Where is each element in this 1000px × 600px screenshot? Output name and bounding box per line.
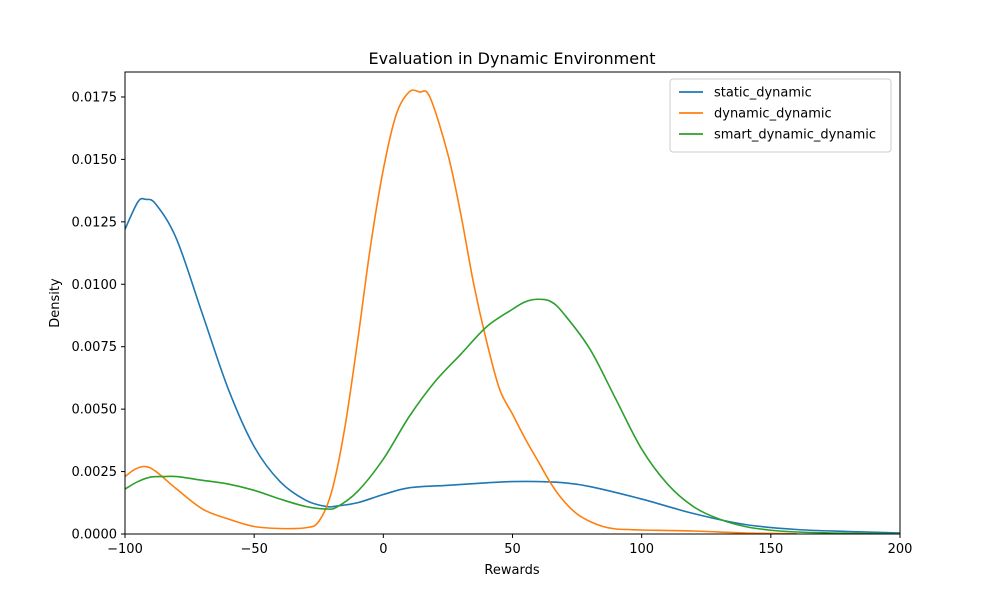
y-tick-label: 0.0150 <box>72 153 118 168</box>
x-tick-label: −50 <box>240 542 267 557</box>
x-tick-label: 50 <box>504 542 521 557</box>
y-tick-label: 0.0025 <box>72 465 118 480</box>
y-tick-label: 0.0175 <box>72 90 118 105</box>
legend-label-smart_dynamic_dynamic: smart_dynamic_dynamic <box>714 128 876 143</box>
x-axis-label: Rewards <box>484 563 539 578</box>
series-line-smart_dynamic_dynamic <box>125 298 900 534</box>
series-line-static_dynamic <box>125 197 900 534</box>
legend: static_dynamic dynamic_dynamic smart_dynam… <box>669 78 892 153</box>
x-tick-label: −100 <box>107 542 143 557</box>
x-tick-label: 0 <box>379 542 387 557</box>
y-tick-label: 0.0125 <box>72 215 118 230</box>
x-tick-label: 150 <box>758 542 783 557</box>
x-axis-ticks: −100 −50 0 50 100 150 200 <box>107 534 912 557</box>
series-line-dynamic_dynamic <box>125 89 797 534</box>
y-tick-label: 0.0075 <box>72 340 118 355</box>
y-tick-label: 0.0050 <box>72 403 118 418</box>
y-axis-label: Density <box>48 278 63 328</box>
legend-label-dynamic_dynamic: dynamic_dynamic <box>714 107 832 122</box>
legend-box <box>669 78 892 153</box>
legend-label-static_dynamic: static_dynamic <box>714 86 812 101</box>
y-tick-label: 0.0100 <box>72 278 118 293</box>
y-axis-ticks: 0.0000 0.0025 0.0050 0.0075 0.0100 0.0125 0.01… <box>72 90 125 543</box>
y-tick-label: 0.0000 <box>72 528 118 543</box>
x-tick-label: 200 <box>888 542 913 557</box>
chart-title: Evaluation in Dynamic Environment <box>369 49 656 68</box>
x-tick-label: 100 <box>629 542 654 557</box>
plot-area <box>125 89 900 534</box>
